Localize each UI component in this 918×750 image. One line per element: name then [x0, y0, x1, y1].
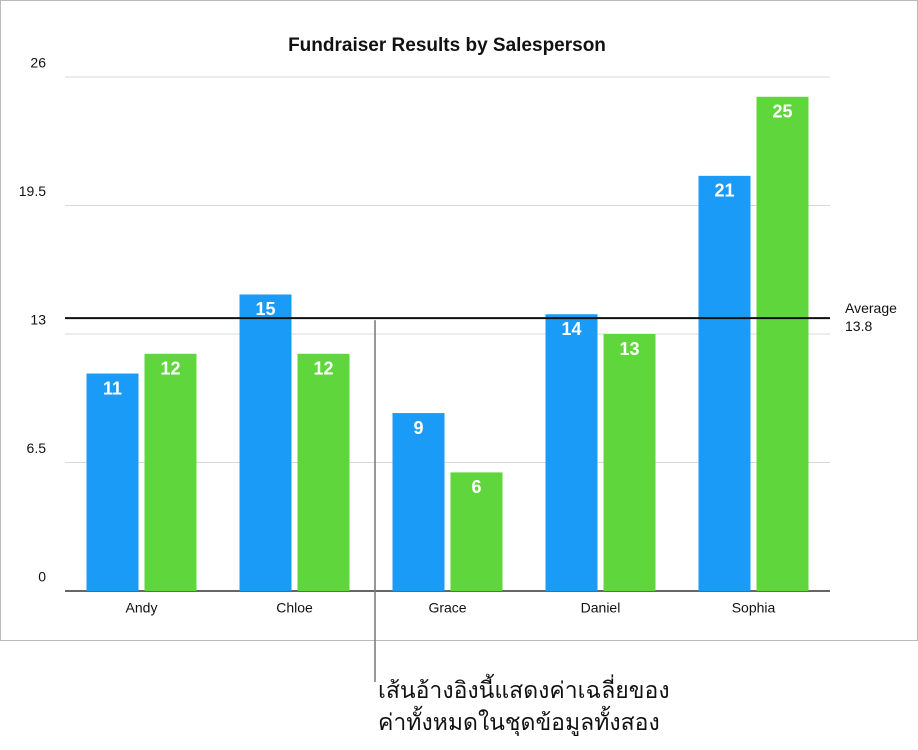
- value-label: 9: [413, 418, 423, 438]
- value-label: 13: [619, 339, 639, 359]
- y-tick-label: 6.5: [27, 440, 47, 456]
- annotation-text: เส้นอ้างอิงนี้แสดงค่าเฉลี่ยของ: [378, 674, 670, 703]
- bar: [297, 353, 350, 591]
- reference-value: 13.8: [845, 318, 872, 334]
- bar: [144, 353, 197, 591]
- value-label: 21: [714, 181, 734, 201]
- x-tick-label: Daniel: [581, 600, 621, 616]
- y-tick-label: 26: [30, 55, 46, 71]
- bar: [756, 96, 809, 592]
- bar: [450, 472, 503, 591]
- y-tick-label: 13: [30, 312, 46, 328]
- value-label: 6: [471, 477, 481, 497]
- value-label: 12: [313, 359, 333, 379]
- value-label: 12: [160, 359, 180, 379]
- bar: [698, 175, 751, 591]
- bar: [392, 413, 445, 591]
- y-tick-label: 0: [38, 569, 46, 585]
- value-label: 14: [561, 319, 581, 339]
- value-label: 25: [772, 102, 792, 122]
- annotation-text: ค่าทั้งหมดในชุดข้อมูลทั้งสอง: [378, 706, 660, 736]
- x-tick-label: Chloe: [276, 600, 313, 616]
- value-label: 15: [255, 299, 275, 319]
- bar: [603, 334, 656, 591]
- x-tick-label: Sophia: [732, 600, 776, 616]
- reference-label: Average: [845, 300, 897, 316]
- bar: [239, 294, 292, 591]
- chart-title: Fundraiser Results by Salesperson: [288, 35, 606, 56]
- bar: [545, 314, 598, 591]
- y-tick-label: 19.5: [19, 183, 46, 199]
- x-tick-label: Grace: [428, 600, 466, 616]
- bar: [86, 373, 139, 591]
- value-label: 11: [103, 378, 122, 398]
- x-tick-label: Andy: [126, 600, 158, 616]
